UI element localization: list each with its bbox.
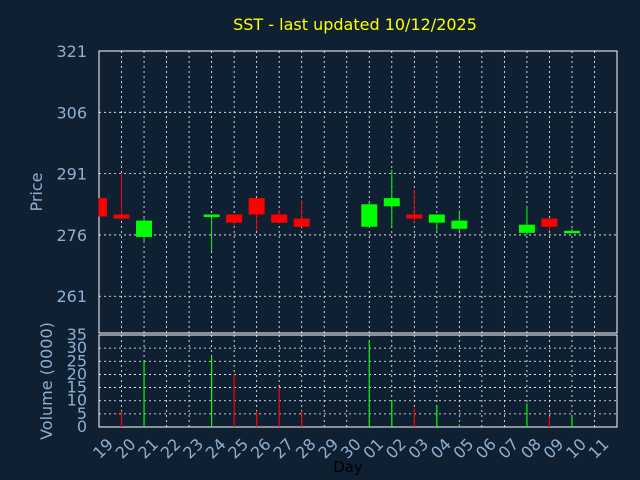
volume-tick-label: 0: [77, 417, 87, 436]
candle-body: [361, 204, 378, 227]
price-tick-label: 276: [56, 226, 87, 245]
price-axis-label: Price: [27, 172, 46, 211]
x-tick-label: 11: [585, 435, 613, 463]
candle-body: [203, 214, 220, 217]
volume-frame: [98, 334, 618, 428]
volume-tick-label: 15: [67, 378, 87, 397]
candle-body: [248, 198, 265, 215]
price-frame: [98, 50, 618, 334]
candle-body: [451, 220, 468, 229]
candle-body: [113, 214, 130, 219]
candle-body: [428, 214, 445, 223]
candle-body: [226, 214, 243, 223]
x-axis-label: Day: [333, 458, 363, 476]
candle-body: [383, 198, 400, 207]
candle-body: [293, 218, 310, 227]
price-tick-label: 321: [56, 42, 87, 61]
volume-tick-label: 20: [67, 364, 87, 383]
candle-body: [563, 230, 580, 234]
volume-axis-label: Volume (0000): [37, 322, 56, 440]
candle-body: [518, 224, 535, 233]
candle-body: [99, 198, 107, 217]
candle-body: [271, 214, 288, 223]
volume-tick-label: 25: [67, 351, 87, 370]
chart-title: SST - last updated 10/12/2025: [233, 15, 477, 34]
price-tick-label: 261: [56, 287, 87, 306]
volume-tick-label: 35: [67, 325, 87, 344]
price-tick-label: 306: [56, 103, 87, 122]
price-panel: 261 276 291 306 321: [56, 42, 618, 334]
volume-tick-label: 10: [67, 391, 87, 410]
volume-tick-label: 5: [77, 404, 87, 423]
candle-body: [541, 218, 558, 227]
candle-body: [136, 220, 153, 237]
price-tick-label: 291: [56, 165, 87, 184]
volume-tick-label: 30: [67, 338, 87, 357]
candle-body: [406, 214, 423, 219]
